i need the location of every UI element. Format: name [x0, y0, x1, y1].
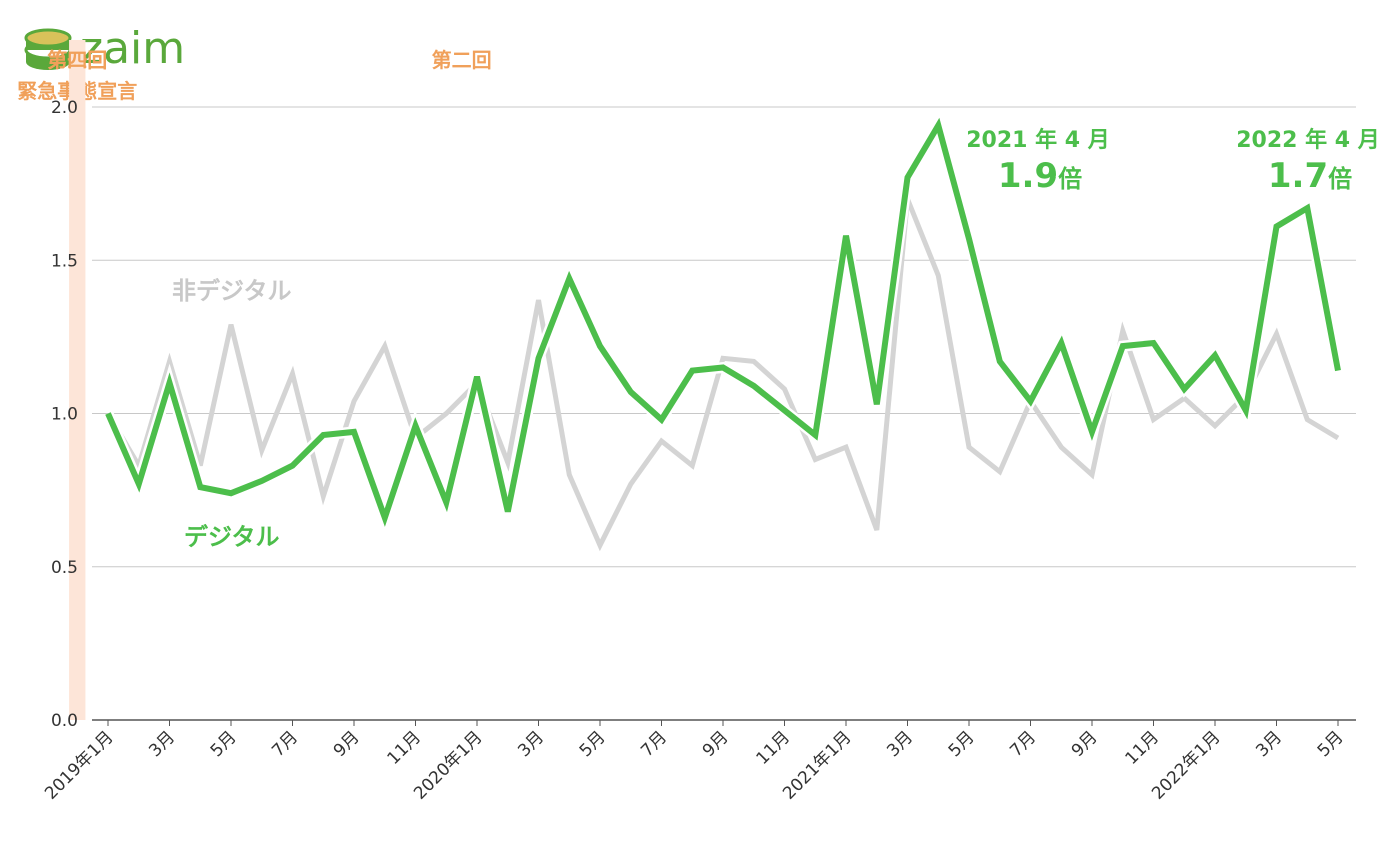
x-tick-label: 3月: [1252, 727, 1286, 761]
x-tick-label: 3月: [883, 727, 917, 761]
highlight-bands: 第一回緊急事態宣言第二回第三回第四回: [17, 40, 492, 720]
y-axis: 0.0 0.5 1.0 1.5 2.0: [51, 98, 78, 731]
x-tick-label: 7月: [637, 727, 671, 761]
band-label: 第二回: [432, 48, 492, 72]
x-tick-label: 7月: [1006, 727, 1040, 761]
x-tick-label: 11月: [1122, 727, 1163, 768]
x-tick-label: 5月: [945, 727, 979, 761]
zaim-logo: zaim: [24, 23, 185, 74]
x-tick-label: 3月: [145, 727, 179, 761]
callout-period: 2021 年 4 月: [966, 127, 1110, 153]
logo-text: zaim: [80, 23, 185, 74]
x-tick-label: 9月: [699, 727, 733, 761]
callout-value: 1.9倍: [998, 156, 1082, 196]
y-tick-label: 2.0: [51, 98, 78, 118]
x-tick-label: 11月: [384, 727, 425, 768]
band-label: 第四回: [47, 48, 107, 72]
x-tick-label: 2019年1月: [41, 727, 117, 803]
y-tick-label: 0.0: [51, 711, 78, 731]
x-tick-label: 7月: [268, 727, 302, 761]
x-tick-label: 5月: [1314, 727, 1348, 761]
x-tick-label: 9月: [330, 727, 364, 761]
x-tick-label: 11月: [753, 727, 794, 768]
callout-value: 1.7倍: [1268, 156, 1352, 196]
series-line-non-digital: [105, 198, 1340, 552]
series-line-halo: [102, 111, 1344, 535]
series-line-digital: [105, 117, 1341, 527]
series-label-digital: デジタル: [184, 523, 280, 551]
emergency-band: [69, 40, 86, 720]
y-tick-label: 1.0: [51, 405, 78, 425]
callout-period: 2022 年 4 月: [1236, 127, 1380, 153]
callout-2022-04: 2022 年 4 月 1.7倍: [1234, 125, 1382, 198]
y-tick-label: 1.5: [51, 251, 78, 271]
callout-2021-04: 2021 年 4 月 1.9倍: [964, 125, 1112, 198]
x-tick-label: 9月: [1068, 727, 1102, 761]
x-tick-label: 5月: [576, 727, 610, 761]
series-label-non-digital: 非デジタル: [172, 277, 292, 305]
x-tick-label: 3月: [514, 727, 548, 761]
x-tick-label: 5月: [207, 727, 241, 761]
series-lines: [102, 111, 1344, 552]
y-tick-label: 0.5: [51, 558, 78, 578]
